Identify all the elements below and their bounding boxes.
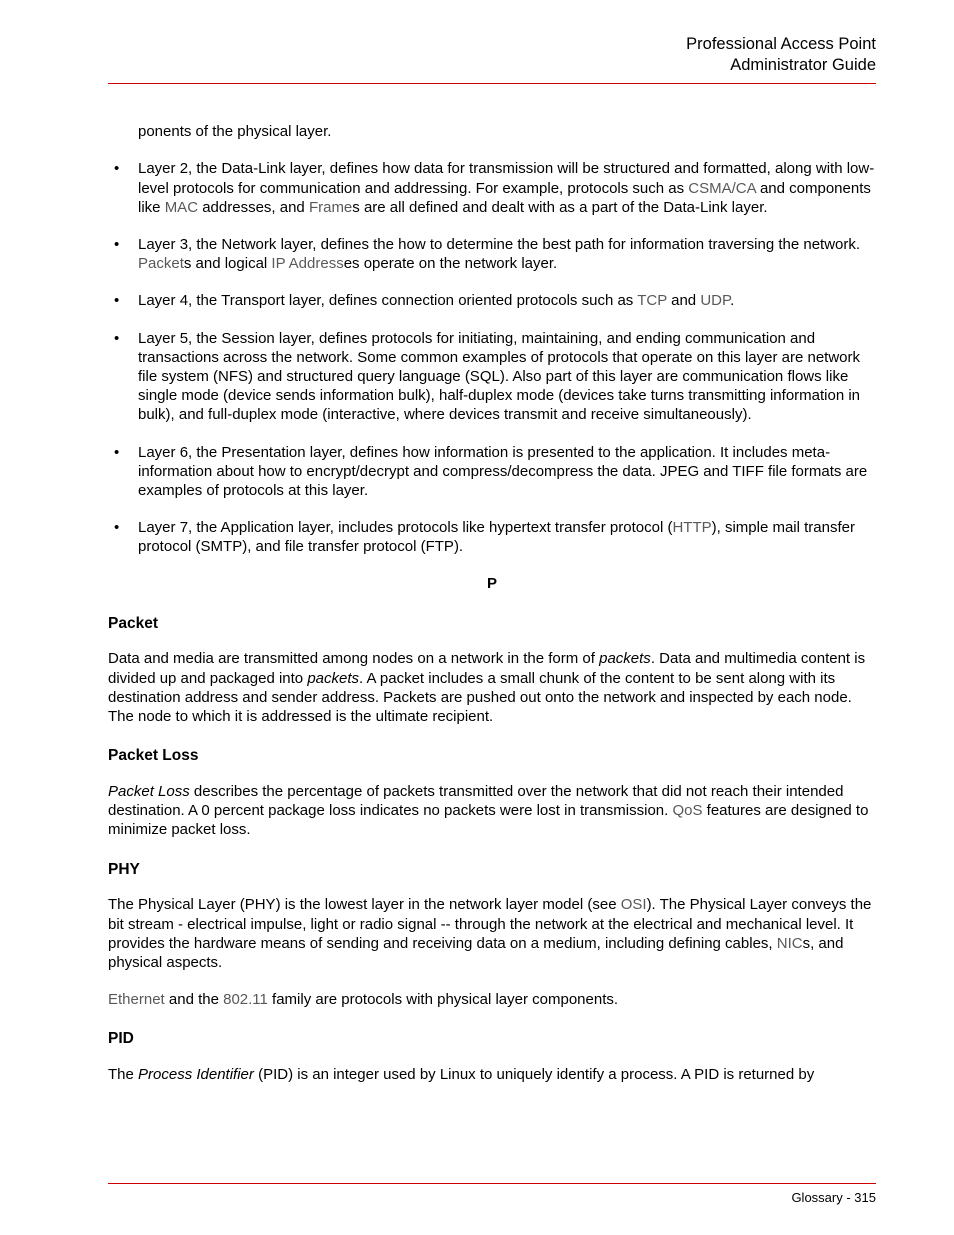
body-text: addresses, and xyxy=(198,199,309,216)
term-body: The Process Identifier (PID) is an integ… xyxy=(108,1065,876,1084)
body-text: and xyxy=(667,292,700,309)
list-item: Layer 2, the Data-Link layer, defines ho… xyxy=(108,159,876,217)
list-item: Layer 3, the Network layer, defines the … xyxy=(108,235,876,273)
body-text: Layer 3, the Network layer, defines the … xyxy=(138,236,860,253)
body-text: Layer 7, the Application layer, includes… xyxy=(138,519,672,536)
link-csma-ca[interactable]: CSMA/CA xyxy=(688,180,756,197)
footer-section: Glossary xyxy=(791,1190,842,1205)
term-heading-pid: PID xyxy=(108,1029,876,1049)
body-text: (PID) is an integer used by Linux to uni… xyxy=(254,1066,814,1083)
link-udp[interactable]: UDP xyxy=(700,292,730,309)
doc-title-line2: Administrator Guide xyxy=(730,56,876,74)
body-text: s and logical xyxy=(184,255,272,272)
body-text: . xyxy=(730,292,734,309)
list-item: Layer 5, the Session layer, defines prot… xyxy=(108,329,876,425)
page-header: Professional Access Point Administrator … xyxy=(108,34,876,84)
link-nic[interactable]: NIC xyxy=(777,935,803,952)
list-item: Layer 4, the Transport layer, defines co… xyxy=(108,291,876,310)
term-body: The Physical Layer (PHY) is the lowest l… xyxy=(108,895,876,972)
link-802-11[interactable]: 802.11 xyxy=(223,991,268,1008)
body-text: family are protocols with physical layer… xyxy=(268,991,618,1008)
osi-layer-list: Layer 2, the Data-Link layer, defines ho… xyxy=(108,159,876,556)
continuation-fragment: ponents of the physical layer. xyxy=(138,122,876,141)
page: Professional Access Point Administrator … xyxy=(0,0,954,1235)
page-content: ponents of the physical layer. Layer 2, … xyxy=(108,122,876,1084)
link-osi[interactable]: OSI xyxy=(621,896,647,913)
term-heading-phy: PHY xyxy=(108,860,876,880)
glossary-section-letter: P xyxy=(108,574,876,593)
link-frame[interactable]: Frame xyxy=(309,199,352,216)
body-text: and the xyxy=(165,991,223,1008)
body-text: Layer 4, the Transport layer, defines co… xyxy=(138,292,637,309)
doc-title-line1: Professional Access Point xyxy=(686,35,876,53)
footer-sep: - xyxy=(843,1190,855,1205)
term-body: Data and media are transmitted among nod… xyxy=(108,649,876,726)
list-item: Layer 7, the Application layer, includes… xyxy=(108,518,876,556)
body-text: s are all defined and dealt with as a pa… xyxy=(352,199,767,216)
link-tcp[interactable]: TCP xyxy=(637,292,667,309)
link-mac[interactable]: MAC xyxy=(165,199,198,216)
term-heading-packet: Packet xyxy=(108,614,876,634)
body-text: Data and media are transmitted among nod… xyxy=(108,650,599,667)
body-text: es operate on the network layer. xyxy=(344,255,557,272)
link-ip-address[interactable]: IP Address xyxy=(271,255,343,272)
italic-text: Process Identifier xyxy=(138,1066,254,1083)
link-ethernet[interactable]: Ethernet xyxy=(108,991,165,1008)
term-heading-packet-loss: Packet Loss xyxy=(108,746,876,766)
body-text: The Physical Layer (PHY) is the lowest l… xyxy=(108,896,621,913)
body-text: The xyxy=(108,1066,138,1083)
list-item: Layer 6, the Presentation layer, defines… xyxy=(108,443,876,501)
term-body: Packet Loss describes the percentage of … xyxy=(108,782,876,840)
italic-text: packets xyxy=(599,650,651,667)
italic-text: packets xyxy=(307,670,359,687)
term-body: Ethernet and the 802.11 family are proto… xyxy=(108,990,876,1009)
link-qos[interactable]: QoS xyxy=(672,802,702,819)
italic-text: Packet Loss xyxy=(108,783,190,800)
footer-page-number: 315 xyxy=(854,1190,876,1205)
link-http[interactable]: HTTP xyxy=(672,519,711,536)
link-packet[interactable]: Packet xyxy=(138,255,184,272)
page-footer: Glossary - 315 xyxy=(108,1183,876,1205)
